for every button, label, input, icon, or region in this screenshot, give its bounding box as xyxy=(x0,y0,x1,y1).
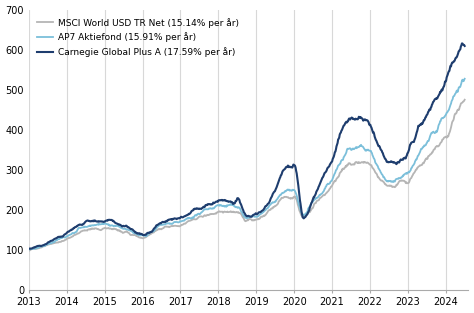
AP7 Aktiefond (15.91% per år) xyxy=(53,239,58,243)
Line: AP7 Aktiefond (15.91% per år): AP7 Aktiefond (15.91% per år) xyxy=(29,79,465,249)
Line: Carnegie Global Plus A (17.59% per år): Carnegie Global Plus A (17.59% per år) xyxy=(29,44,465,249)
Carnegie Global Plus A (17.59% per år) xyxy=(26,247,32,251)
Legend: MSCI World USD TR Net (15.14% per år), AP7 Aktiefond (15.91% per år), Carnegie G: MSCI World USD TR Net (15.14% per år), A… xyxy=(34,14,242,61)
Carnegie Global Plus A (17.59% per år) xyxy=(459,42,465,45)
MSCI World USD TR Net (15.14% per år) xyxy=(304,213,310,217)
Carnegie Global Plus A (17.59% per år) xyxy=(462,44,467,48)
Line: MSCI World USD TR Net (15.14% per år): MSCI World USD TR Net (15.14% per år) xyxy=(29,100,465,251)
MSCI World USD TR Net (15.14% per år) xyxy=(53,241,58,244)
AP7 Aktiefond (15.91% per år) xyxy=(279,191,285,195)
Carnegie Global Plus A (17.59% per år) xyxy=(54,236,59,240)
Carnegie Global Plus A (17.59% per år) xyxy=(304,213,310,216)
Carnegie Global Plus A (17.59% per år) xyxy=(291,163,297,167)
Carnegie Global Plus A (17.59% per år) xyxy=(402,156,408,160)
AP7 Aktiefond (15.91% per år) xyxy=(356,145,362,148)
MSCI World USD TR Net (15.14% per år) xyxy=(356,161,362,165)
AP7 Aktiefond (15.91% per år) xyxy=(291,188,296,192)
AP7 Aktiefond (15.91% per år) xyxy=(26,248,32,251)
MSCI World USD TR Net (15.14% per år) xyxy=(401,179,407,183)
AP7 Aktiefond (15.91% per år) xyxy=(401,173,407,177)
MSCI World USD TR Net (15.14% per år) xyxy=(291,195,296,199)
Carnegie Global Plus A (17.59% per år) xyxy=(357,115,363,119)
Carnegie Global Plus A (17.59% per år) xyxy=(280,169,285,173)
MSCI World USD TR Net (15.14% per år) xyxy=(26,249,32,253)
Carnegie Global Plus A (17.59% per år) xyxy=(27,247,32,251)
MSCI World USD TR Net (15.14% per år) xyxy=(279,196,285,200)
AP7 Aktiefond (15.91% per år) xyxy=(304,211,310,215)
MSCI World USD TR Net (15.14% per år) xyxy=(462,98,467,102)
AP7 Aktiefond (15.91% per år) xyxy=(462,77,467,81)
